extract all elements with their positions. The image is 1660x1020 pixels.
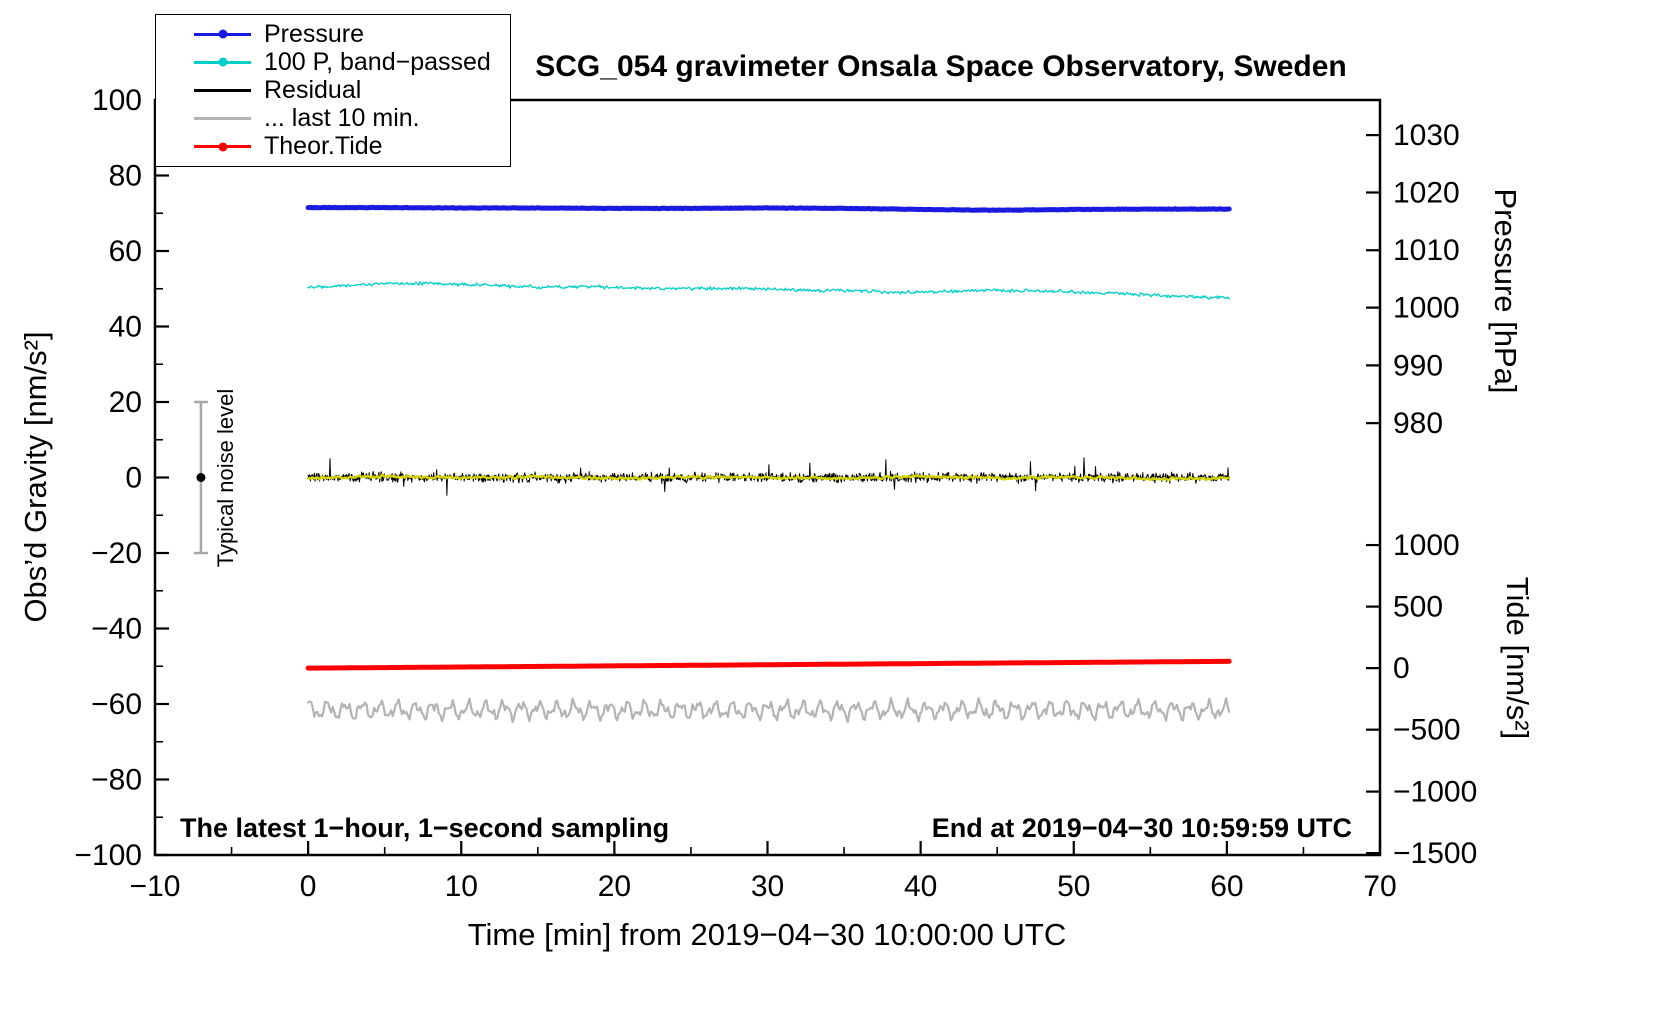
- legend-item-pressure: Pressure: [156, 20, 510, 48]
- series-residual-smoothed: [306, 473, 1231, 482]
- y-left-tick-label: 100: [92, 84, 142, 117]
- series-100-p-band-passed: [307, 281, 1230, 300]
- series-pressure: [305, 204, 1232, 213]
- x-axis-title: Time [min] from 2019−04−30 10:00:00 UTC: [467, 917, 1067, 952]
- y-right-tick-label: 1000: [1393, 292, 1460, 325]
- y-left-tick-label: −60: [91, 688, 142, 721]
- y-left-tick-label: −80: [91, 764, 142, 797]
- legend-label-pressure: Pressure: [264, 19, 365, 48]
- bandpassed-line-swatch: [194, 57, 251, 68]
- y-right-tick-label: 1010: [1393, 234, 1460, 267]
- y-axis-tide-title: Tide [nm/s²]: [1500, 576, 1535, 740]
- x-tick-label: 20: [598, 870, 631, 903]
- legend-item-residual: Residual: [156, 76, 510, 104]
- series--last-10-min-: [307, 696, 1231, 724]
- y-right-tick-label: 990: [1393, 349, 1443, 382]
- noise-marker-dot: [196, 473, 206, 482]
- end-time-note: End at 2019−04−30 10:59:59 UTC: [931, 813, 1352, 843]
- y-right-tick-label: 1030: [1393, 119, 1460, 152]
- legend-label-residual: Residual: [264, 75, 362, 104]
- y-left-tick-label: 80: [109, 160, 142, 193]
- legend-label-theortide: Theor.Tide: [264, 132, 383, 161]
- last10min-line-swatch: [194, 113, 251, 124]
- y-left-tick-label: 40: [109, 311, 142, 344]
- legend-label-bandpassed: 100 P, band−passed: [264, 47, 491, 76]
- x-tick-label: 30: [751, 870, 784, 903]
- y-axis-left-title: Obs’d Gravity [nm/s²]: [18, 331, 53, 623]
- x-tick-label: 70: [1363, 870, 1396, 903]
- y-right-tick-label: −500: [1393, 714, 1461, 747]
- legend-box: Pressure 100 P, band−passed Residual ...…: [155, 14, 511, 167]
- y-right-tick-label: 1020: [1393, 176, 1460, 209]
- sampling-note: The latest 1−hour, 1−second sampling: [180, 813, 670, 843]
- y-right-tick-label: 500: [1393, 591, 1443, 624]
- y-left-tick-label: −40: [91, 613, 142, 646]
- legend-item-bandpassed: 100 P, band−passed: [156, 48, 510, 76]
- pressure-line-swatch: [194, 29, 251, 40]
- legend-item-theortide: Theor.Tide: [156, 132, 510, 161]
- y-left-tick-label: 0: [125, 462, 142, 495]
- y-left-tick-label: 60: [109, 235, 142, 268]
- noise-level-label: Typical noise level: [213, 388, 238, 568]
- x-tick-label: 40: [904, 870, 937, 903]
- y-right-tick-label: 0: [1393, 652, 1410, 685]
- residual-line-swatch: [194, 85, 251, 96]
- y-left-tick-label: 20: [109, 386, 142, 419]
- x-tick-label: 10: [445, 870, 478, 903]
- y-right-tick-label: 980: [1393, 407, 1443, 440]
- series-theor-tide: [305, 658, 1232, 671]
- theortide-line-swatch: [194, 141, 251, 152]
- x-tick-label: −10: [130, 870, 181, 903]
- chart-title: SCG_054 gravimeter Onsala Space Observat…: [535, 50, 1347, 83]
- y-right-tick-label: −1500: [1393, 837, 1477, 870]
- y-left-tick-label: −20: [91, 537, 142, 570]
- legend-label-last10min: ... last 10 min.: [264, 104, 420, 133]
- y-axis-pressure-title: Pressure [hPa]: [1488, 188, 1523, 394]
- x-tick-label: 50: [1057, 870, 1090, 903]
- y-right-tick-label: −1000: [1393, 776, 1477, 809]
- x-tick-label: 0: [300, 870, 317, 903]
- y-right-tick-label: 1000: [1393, 529, 1460, 562]
- y-left-tick-label: −100: [74, 839, 142, 872]
- legend-item-last10min: ... last 10 min.: [156, 104, 510, 133]
- x-tick-label: 60: [1210, 870, 1243, 903]
